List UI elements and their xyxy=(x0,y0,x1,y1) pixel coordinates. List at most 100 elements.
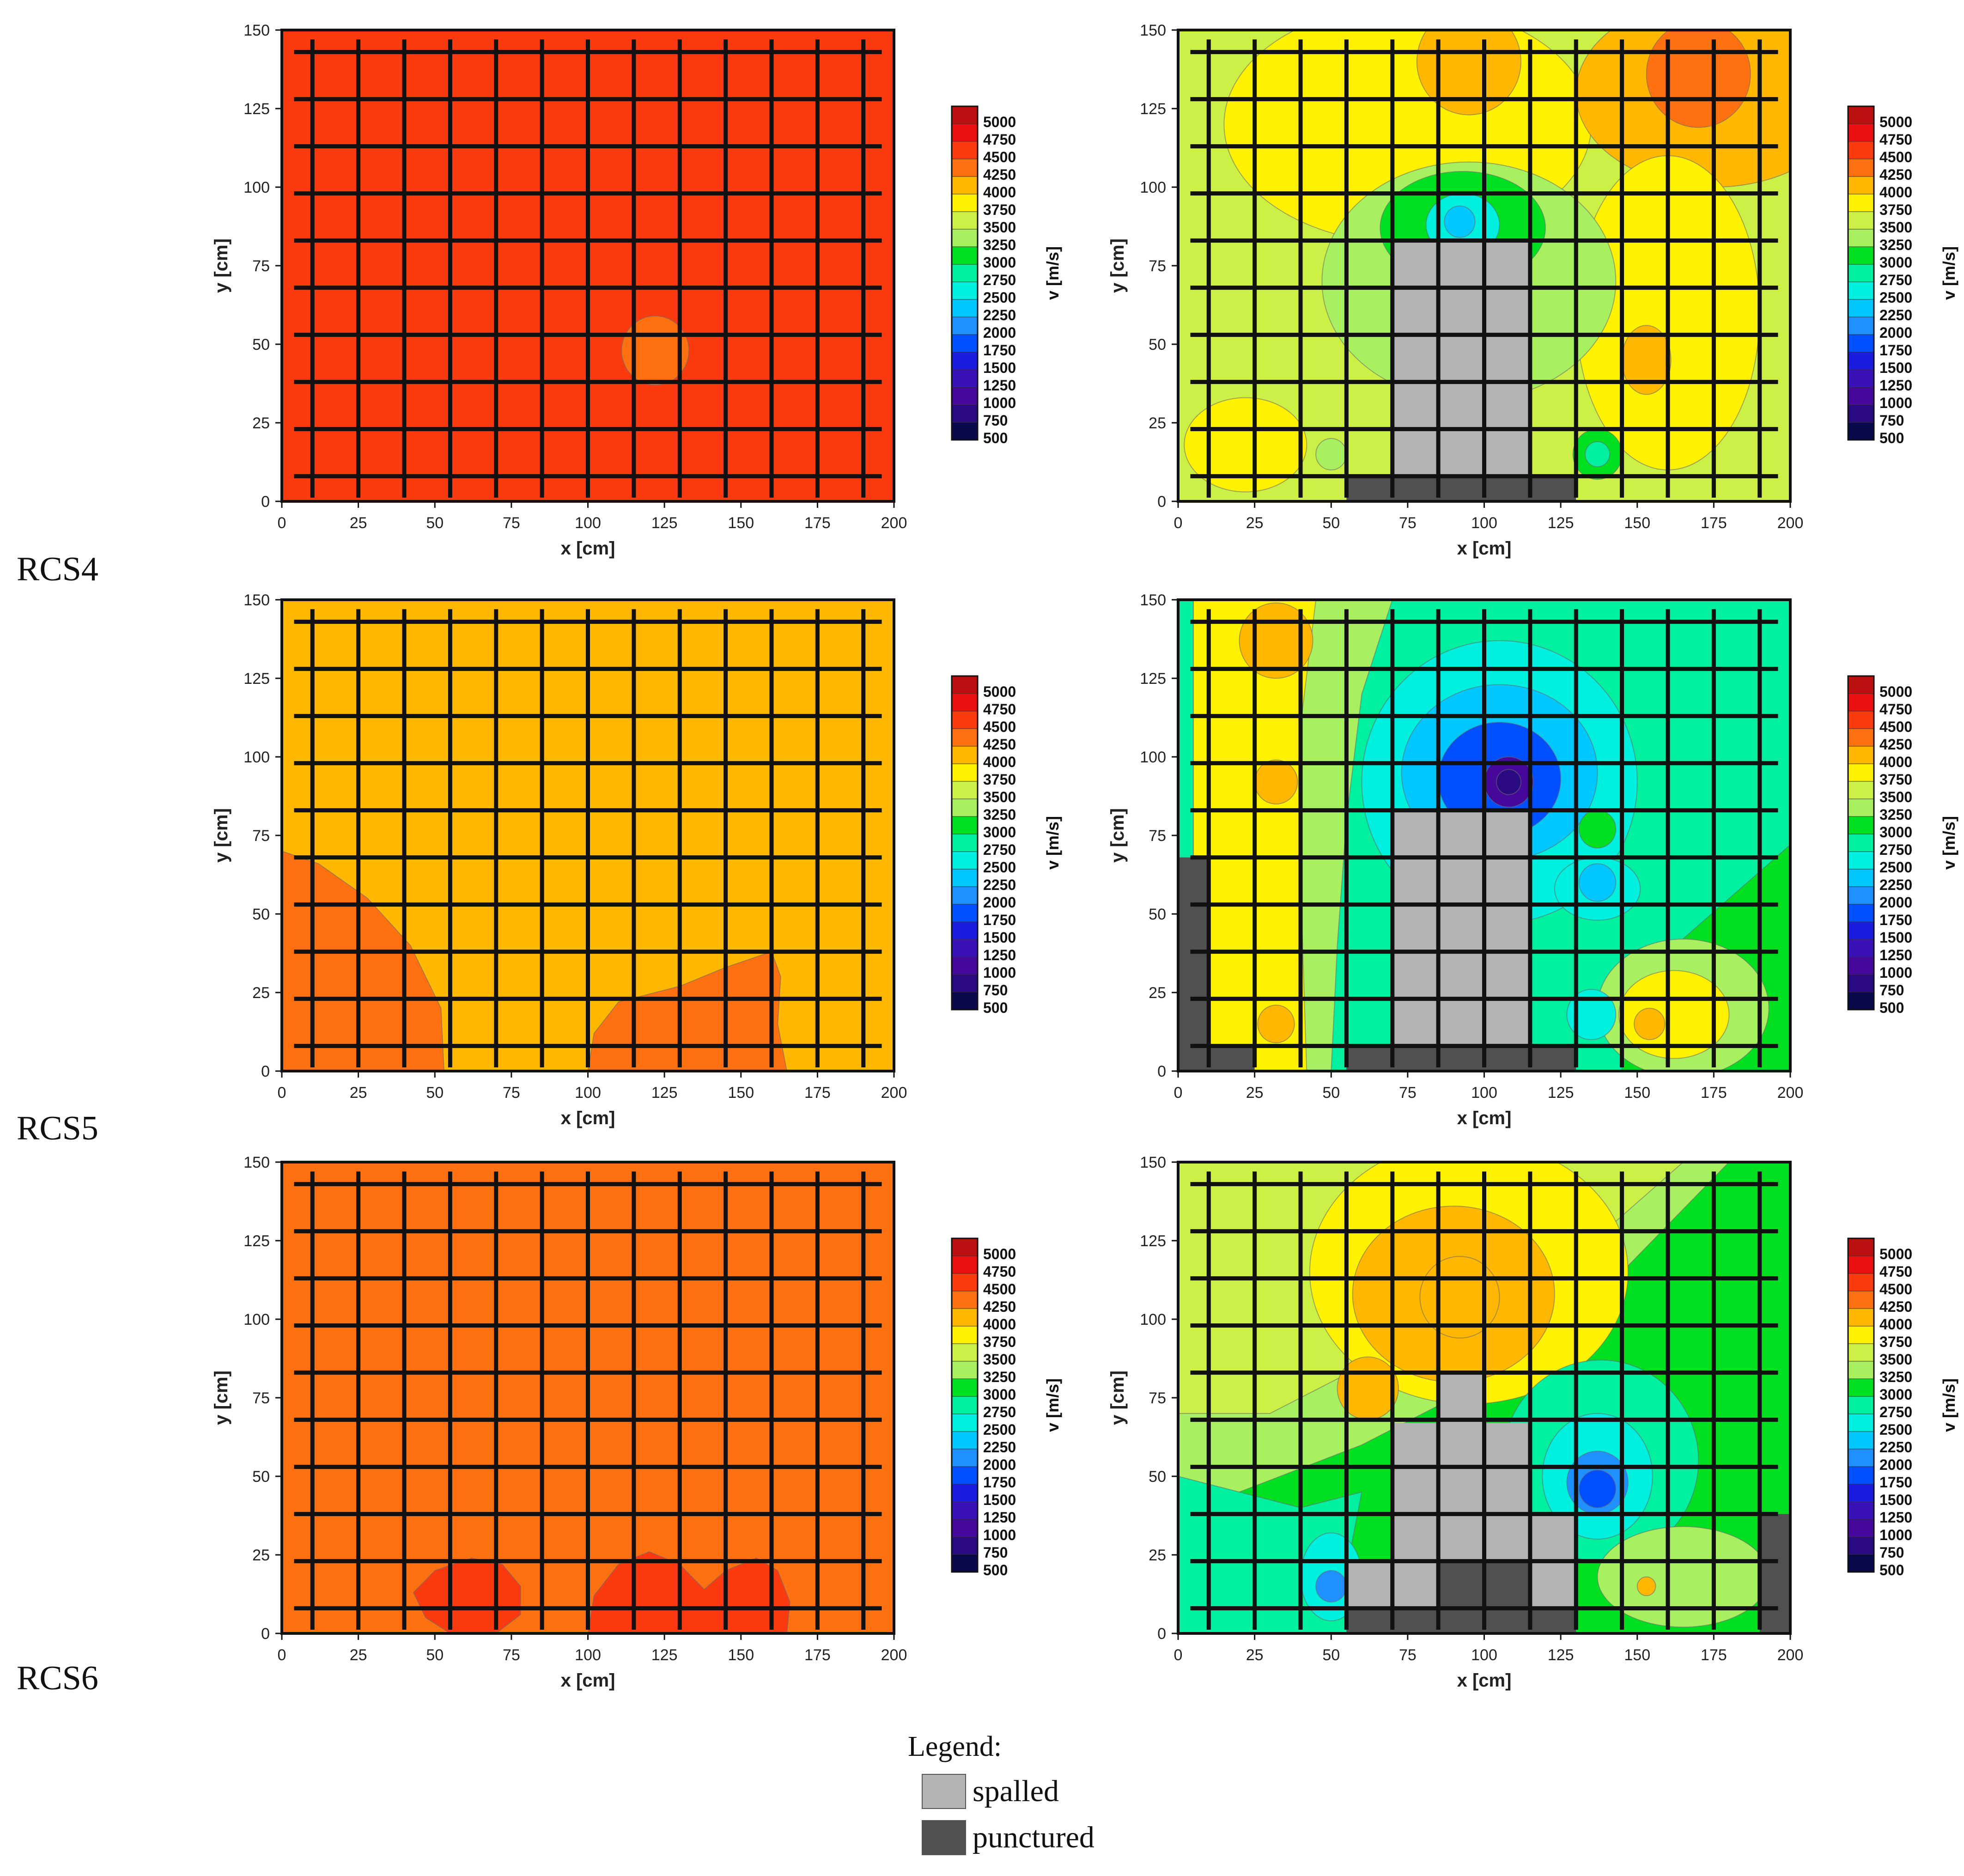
axes: 0 25 50 75 100 125 150 175 200 0 25 50 75 100 125 150 x … xyxy=(211,591,907,1128)
colorbar-swatch xyxy=(1848,763,1874,782)
colorbar-tick-label: 4750 xyxy=(983,701,1016,718)
velocity-contour xyxy=(1444,205,1476,238)
velocity-contour xyxy=(1636,1576,1656,1596)
colorbar-tick-label: 4250 xyxy=(1879,166,1912,183)
colorbar-swatch xyxy=(1848,1413,1874,1432)
colorbar-swatch xyxy=(951,921,978,940)
colorbar-swatch xyxy=(951,693,978,712)
plot-area xyxy=(1178,1162,1790,1633)
x-tick-label: 175 xyxy=(1701,1646,1727,1664)
x-axis-label: x [cm] xyxy=(1457,1108,1512,1128)
x-tick-label: 175 xyxy=(804,1084,831,1102)
legend-item-punctured: punctured xyxy=(922,1819,1094,1856)
x-tick-label: 0 xyxy=(278,1646,286,1664)
colorbar: 5000475045004250400037503500325030002750… xyxy=(951,105,1062,446)
colorbar: 5000475045004250400037503500325030002750… xyxy=(951,1237,1062,1578)
colorbar-swatch xyxy=(1848,746,1874,764)
plot-area xyxy=(282,1162,894,1633)
colorbar-swatch xyxy=(1848,869,1874,887)
axes: 0 25 50 75 100 125 150 175 200 0 25 50 75 100 125 150 x … xyxy=(211,22,907,559)
x-tick-label: 100 xyxy=(575,514,601,532)
contour-chart: 0 25 50 75 100 125 150 175 2000255075100125150x … xyxy=(211,1154,1062,1691)
colorbar-swatch xyxy=(1848,264,1874,282)
x-tick-label: 100 xyxy=(1471,514,1497,532)
colorbar-tick-label: 2750 xyxy=(1879,841,1912,858)
colorbar-swatch xyxy=(1848,992,1874,1010)
colorbar-swatch xyxy=(951,1343,978,1362)
colorbar-tick-label: 2500 xyxy=(983,289,1016,306)
colorbar-swatch xyxy=(1848,387,1874,405)
colorbar-swatch xyxy=(1848,1238,1874,1256)
x-tick-label: 25 xyxy=(1246,1084,1264,1102)
x-tick-label: 200 xyxy=(881,1084,907,1102)
colorbar-frame xyxy=(951,675,979,1011)
legend: Legend: spalled punctured xyxy=(903,1730,1162,1869)
velocity-contour xyxy=(1496,769,1521,795)
panel-rcs6-after: 0 25 50 75 100 125 150 175 200 0 25 50 75 100 125 150 x … xyxy=(1067,1141,1964,1724)
x-tick-label: 0 xyxy=(1174,514,1183,532)
x-tick-label: 125 xyxy=(1548,514,1574,532)
colorbar-swatch xyxy=(951,1431,978,1450)
velocity-contour xyxy=(413,1557,521,1633)
contour-chart: 0 25 50 75 100 125 150 175 2000255075100125150x … xyxy=(1107,1154,1958,1691)
colorbar-tick-label: 4000 xyxy=(1879,754,1912,770)
colorbar-tick-label: 3750 xyxy=(1879,201,1912,218)
colorbar-tick-label: 500 xyxy=(983,430,1008,446)
panel-rcs5-after: 0 25 50 75 100 125 150 175 200 0 25 50 75 100 125 150 x … xyxy=(1067,579,1964,1161)
colorbar-tick-label: 2250 xyxy=(983,877,1016,893)
colorbar-tick-label: 3500 xyxy=(1879,789,1912,805)
colorbar-tick-label: 1500 xyxy=(983,1492,1016,1508)
colorbar-swatch xyxy=(951,123,978,142)
colorbar-swatch xyxy=(951,992,978,1010)
velocity-contour xyxy=(1184,397,1307,493)
colorbar-swatch xyxy=(1848,1273,1874,1291)
colorbar-swatch xyxy=(951,1361,978,1379)
colorbar-tick-label: 2000 xyxy=(1879,1456,1912,1473)
colorbar-swatch xyxy=(1848,798,1874,817)
velocity-contour xyxy=(1585,441,1611,468)
colorbar-swatch xyxy=(951,1396,978,1414)
colorbar-tick-label: 2250 xyxy=(1879,1439,1912,1456)
colorbar-swatch xyxy=(951,334,978,353)
colorbar-tick-label: 3000 xyxy=(1879,1386,1912,1403)
punctured-area xyxy=(1346,476,1576,501)
reinforcement-grid xyxy=(294,609,882,1067)
axes: 0 25 50 75 100 125 150 175 200 0 25 50 75 100 125 150 x … xyxy=(1107,22,1803,559)
colorbar-tick-label: 4750 xyxy=(983,131,1016,148)
y-tick-label: 75 xyxy=(1149,827,1166,845)
y-tick-label: 125 xyxy=(1140,670,1166,688)
colorbar-tick-label: 1750 xyxy=(1879,342,1912,359)
spalled-area xyxy=(1346,1372,1576,1608)
y-tick-label: 150 xyxy=(1140,22,1166,39)
colorbar-swatch xyxy=(1848,194,1874,212)
colorbar-swatch xyxy=(951,1466,978,1485)
legend-item-spalled: spalled xyxy=(922,1773,1059,1810)
colorbar-tick-label: 1750 xyxy=(1879,912,1912,928)
colorbar-tick-label: 3750 xyxy=(1879,771,1912,788)
punctured-area xyxy=(1178,857,1255,1071)
x-tick-label: 100 xyxy=(1471,1084,1497,1102)
x-axis-label: x [cm] xyxy=(561,538,615,559)
colorbar-swatch xyxy=(951,141,978,159)
y-tick-label: 100 xyxy=(243,749,270,766)
colorbar-tick-label: 4250 xyxy=(1879,736,1912,753)
y-tick-label: 0 xyxy=(1157,1625,1166,1643)
colorbar-swatch xyxy=(1848,676,1874,694)
punctured-swatch xyxy=(922,1820,966,1855)
panel-rcs6-before: 0 25 50 75 100 125 150 175 200 0 25 50 75 100 125 150 x … xyxy=(171,1141,1072,1724)
x-tick-label: 50 xyxy=(426,1084,444,1102)
contour-chart: 0 25 50 75 100 125 150 175 2000255075100125150x … xyxy=(211,22,1062,559)
colorbar-tick-label: 3250 xyxy=(1879,1369,1912,1385)
velocity-contour xyxy=(1315,1570,1347,1602)
x-tick-label: 25 xyxy=(350,514,367,532)
colorbar-tick-label: 4250 xyxy=(983,166,1016,183)
colorbar-swatch xyxy=(1848,1291,1874,1309)
colorbar-swatch xyxy=(951,229,978,247)
colorbar-swatch xyxy=(951,369,978,388)
colorbar-tick-label: 2250 xyxy=(1879,877,1912,893)
colorbar-swatch xyxy=(951,974,978,993)
reinforcement-grid xyxy=(1190,609,1778,1067)
y-tick-label: 75 xyxy=(1149,257,1166,275)
colorbar-tick-label: 3250 xyxy=(983,237,1016,253)
colorbar-tick-label: 5000 xyxy=(1879,683,1912,700)
